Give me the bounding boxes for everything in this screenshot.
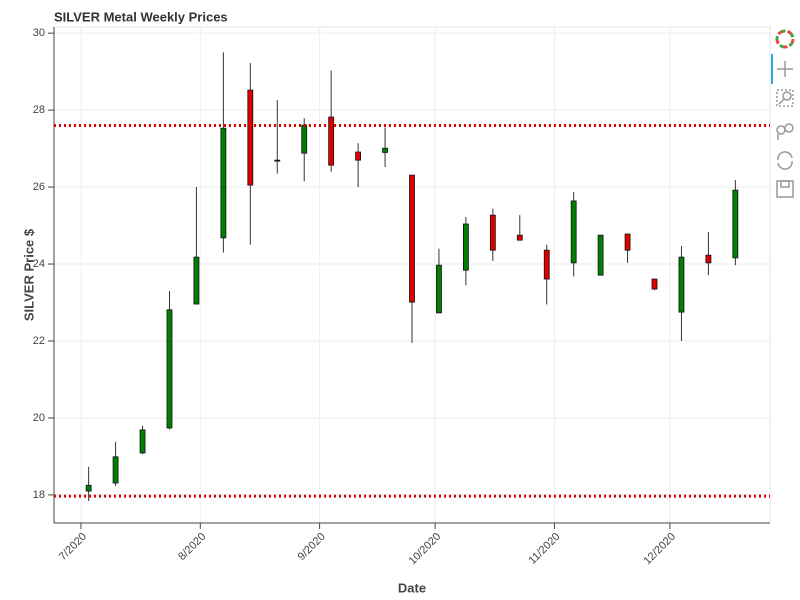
y-tick-label: 24 [33, 258, 45, 270]
candle-body [112, 456, 119, 484]
chart-title: SILVER Metal Weekly Prices [54, 9, 228, 24]
bokeh-logo[interactable] [775, 29, 795, 49]
candle-body [139, 429, 146, 454]
logo-center [782, 36, 788, 42]
candle-body [247, 89, 254, 186]
candle-body [516, 234, 523, 241]
candle-body [678, 256, 685, 313]
candle-body [462, 223, 469, 271]
candle-body [651, 278, 658, 290]
candle-body [301, 124, 308, 154]
toolbar [771, 29, 795, 198]
box-zoom-tool[interactable] [776, 89, 794, 107]
y-tick-label: 26 [33, 181, 45, 193]
y-tick-label: 30 [33, 27, 45, 39]
logo-ring [775, 29, 795, 49]
candle-body [355, 151, 362, 161]
wheel-zoom-tool[interactable] [776, 123, 794, 140]
y-tick-label: 18 [33, 489, 45, 501]
save-tool[interactable] [776, 180, 794, 198]
x-tick-label: 10/2020 [407, 531, 444, 568]
x-tick-label: 11/2020 [527, 531, 563, 567]
pan-tool[interactable] [777, 61, 793, 77]
candle-body [705, 254, 712, 264]
candle-body [570, 200, 577, 264]
candle-body [85, 484, 92, 492]
x-tick-label: 7/2020 [57, 531, 89, 563]
reset-tool[interactable] [777, 151, 793, 170]
y-axis-label: SILVER Price $ [21, 228, 36, 321]
candle-body [166, 309, 173, 429]
candle-body [732, 189, 739, 259]
candle-body [220, 127, 227, 239]
x-tick-label: 8/2020 [176, 531, 208, 563]
candle-body [436, 264, 442, 314]
candle-body [382, 147, 388, 153]
candle-body [193, 256, 200, 305]
candle-body [409, 174, 415, 303]
candle-body [489, 214, 496, 251]
y-tick-label: 20 [33, 412, 45, 424]
y-tick-label: 22 [33, 335, 45, 347]
x-axis-label: Date [398, 580, 426, 595]
candle-body [624, 233, 631, 251]
candle-body [543, 249, 550, 280]
y-tick-label: 28 [33, 104, 45, 116]
candle-body [328, 116, 335, 166]
candle-body [597, 234, 604, 276]
candle-body [274, 159, 281, 162]
x-tick-label: 12/2020 [641, 531, 678, 568]
x-tick-label: 9/2020 [296, 531, 328, 563]
